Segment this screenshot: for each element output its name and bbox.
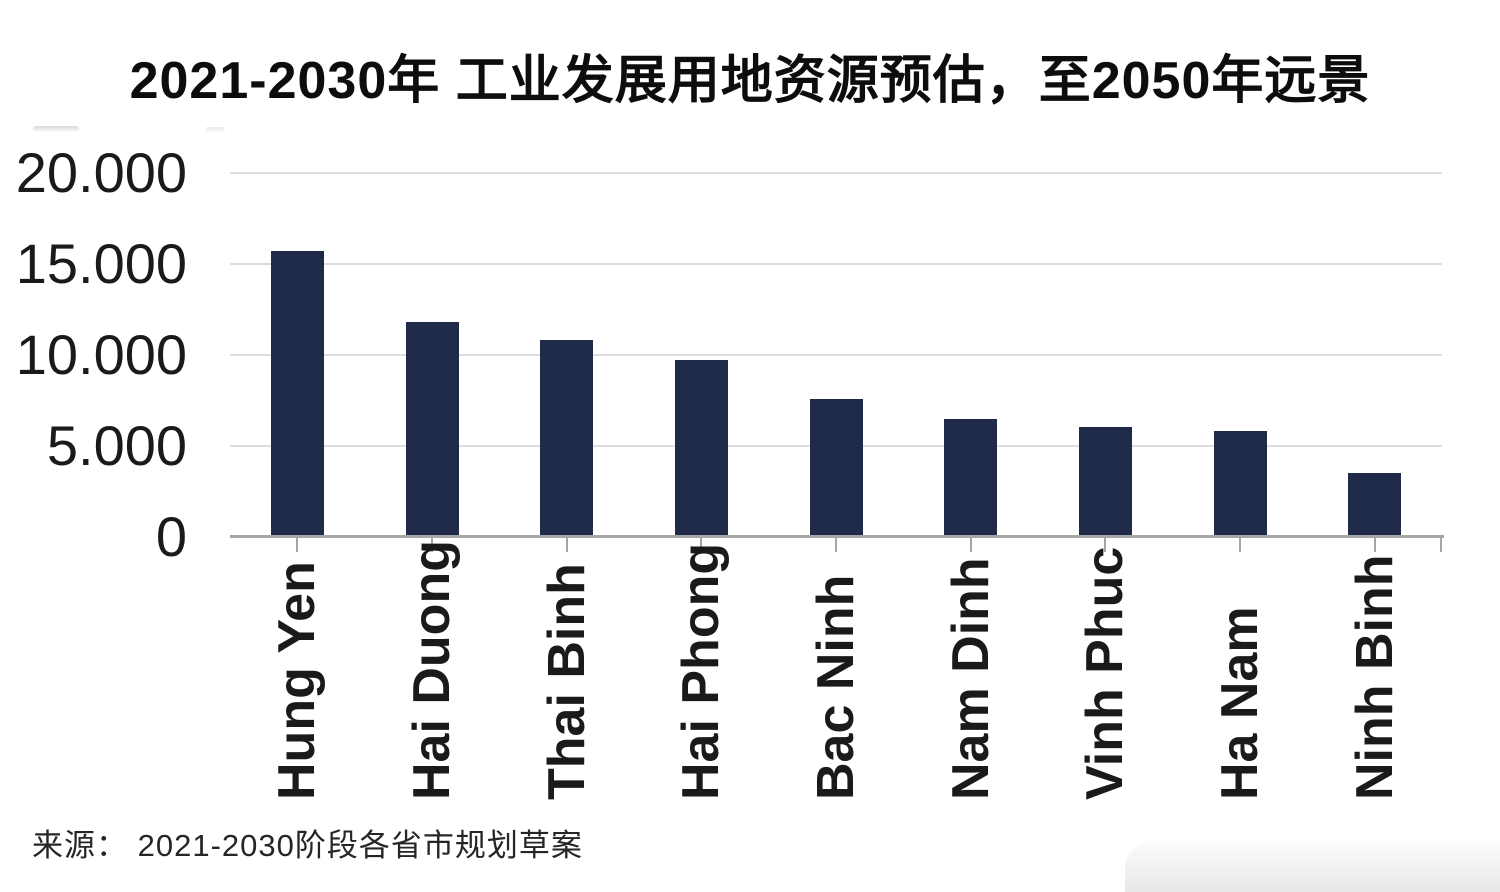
x-axis-tick-4 bbox=[700, 537, 703, 552]
watermark-blob bbox=[1125, 842, 1500, 892]
x-axis-tick-3 bbox=[565, 537, 568, 552]
x-axis-label-nam-dinh: Nam Dinh bbox=[941, 557, 1000, 800]
bar-ha-nam bbox=[1213, 431, 1267, 537]
x-axis-tick-5 bbox=[835, 537, 837, 552]
y-axis-label-20.000: 20.000 bbox=[15, 141, 187, 204]
x-axis-tick-6 bbox=[969, 537, 972, 552]
gridline-20000 bbox=[230, 172, 1442, 174]
bar-hung-yen bbox=[270, 251, 324, 537]
crop-artifact-left bbox=[33, 126, 79, 132]
bar-bac-ninh bbox=[809, 398, 863, 537]
x-axis-label-ha-nam: Ha Nam bbox=[1211, 606, 1269, 800]
y-axis-label-10.000: 10.000 bbox=[15, 323, 187, 386]
bar-nam-dinh bbox=[944, 418, 998, 537]
x-axis-tick-7 bbox=[1104, 537, 1107, 552]
y-axis-label-5.000: 5.000 bbox=[46, 414, 187, 477]
x-axis-label-bac-ninh: Bac Ninh bbox=[807, 574, 865, 800]
x-axis-tick-8 bbox=[1239, 537, 1241, 552]
bar-hai-phong bbox=[674, 360, 728, 537]
crop-artifact-right bbox=[205, 127, 225, 133]
x-axis-label-vinh-phuc: Vinh Phuc bbox=[1076, 546, 1135, 800]
chart-title: 2021-2030年 工业发展用地资源预估，至2050年远景 bbox=[129, 52, 1371, 110]
x-axis-label-ninh-binh: Ninh Binh bbox=[1345, 554, 1404, 800]
x-axis-tick-9 bbox=[1373, 537, 1376, 552]
bar-thai-binh bbox=[540, 340, 594, 537]
bar-hai-duong bbox=[405, 322, 459, 537]
x-axis-end-tick bbox=[1440, 537, 1442, 552]
x-axis-label-hung-yen: Hung Yen bbox=[268, 561, 327, 800]
gridline-10000 bbox=[230, 354, 1442, 356]
source-note: 来源： 2021-2030阶段各省市规划草案 bbox=[32, 828, 583, 863]
x-axis-tick-1 bbox=[296, 537, 299, 552]
x-axis-label-hai-phong: Hai Phong bbox=[672, 542, 731, 800]
x-axis-label-thai-binh: Thai Binh bbox=[537, 563, 596, 800]
bar-vinh-phuc bbox=[1078, 426, 1132, 537]
x-axis-tick-2 bbox=[431, 537, 433, 552]
y-axis-label-0: 0 bbox=[155, 505, 187, 568]
bar-ninh-binh bbox=[1348, 473, 1402, 537]
gridline-15000 bbox=[230, 263, 1442, 265]
y-axis-label-15.000: 15.000 bbox=[15, 232, 187, 295]
x-axis-label-hai-duong: Hai Duong bbox=[403, 540, 461, 800]
x-axis-line bbox=[230, 535, 1444, 538]
